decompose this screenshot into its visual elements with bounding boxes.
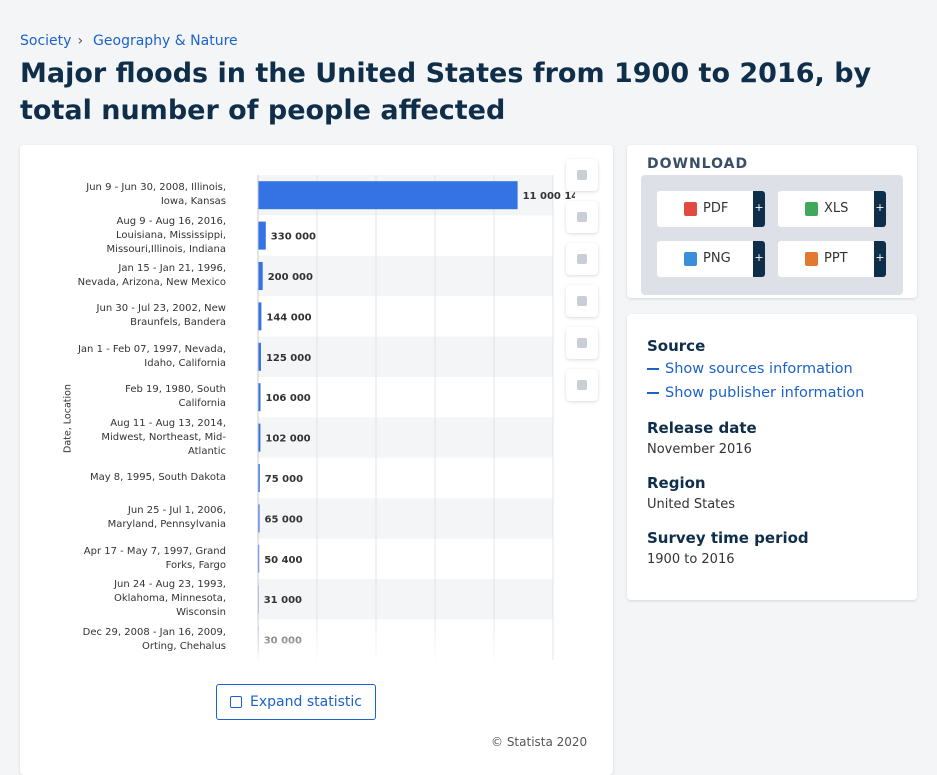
- field-value: November 2016: [647, 442, 752, 457]
- share-button[interactable]: [566, 285, 598, 317]
- format-icon: [684, 252, 697, 266]
- category-label: Feb 19, 1980, South California: [125, 384, 226, 410]
- settings-button[interactable]: [566, 243, 598, 275]
- bar: [258, 342, 261, 371]
- data-label: 102 000: [265, 434, 310, 445]
- category-label: Jun 30 - Jul 23, 2002, New Braunfels, Ba…: [96, 303, 226, 329]
- download-box: PDF + XLS + PNG + PPT +: [641, 175, 903, 295]
- page-title: Major floods in the United States from 1…: [20, 58, 872, 126]
- field-label: Release date: [647, 419, 757, 437]
- bar: [258, 221, 266, 250]
- alert-button[interactable]: [566, 201, 598, 233]
- source-heading: Source: [647, 337, 706, 355]
- data-label: 65 000: [265, 514, 303, 525]
- breadcrumb: Society › Geography & Nature: [20, 33, 238, 49]
- cite-button[interactable]: [566, 327, 598, 359]
- category-label: Aug 9 - Aug 16, 2016, Louisiana, Mississ…: [106, 215, 226, 255]
- plus: +: [874, 191, 886, 227]
- category-label: May 8, 1995, South Dakota: [89, 472, 226, 483]
- format-name: PNG: [703, 251, 731, 266]
- fade: [50, 615, 550, 661]
- data-label: 31 000: [264, 595, 302, 606]
- breadcrumb-link[interactable]: Society: [20, 33, 72, 49]
- bar: [258, 423, 261, 452]
- download-button[interactable]: XLS +: [778, 191, 886, 227]
- plus: +: [874, 241, 886, 277]
- bar: [258, 464, 260, 492]
- bar: [258, 504, 260, 533]
- bar: [258, 544, 260, 573]
- category-label: Apr 17 - May 7, 1997, Grand Forks, Fargo: [83, 545, 226, 571]
- format-icon: [684, 202, 697, 216]
- info-link[interactable]: Show sources information: [647, 361, 853, 377]
- category-label: Jun 25 - Jul 1, 2006, Maryland, Pennsylv…: [107, 505, 226, 531]
- plus: +: [753, 241, 765, 277]
- format-icon: [805, 252, 818, 266]
- data-label: 106 000: [266, 393, 311, 404]
- field-label: Survey time period: [647, 529, 809, 547]
- row-stripe: [258, 255, 553, 297]
- category-label: Jun 24 - Aug 23, 1993, Oklahoma, Minneso…: [113, 579, 226, 619]
- bar: [258, 181, 518, 210]
- download-heading: DOWNLOAD: [647, 156, 749, 172]
- copyright: © Statista 2020: [491, 735, 588, 749]
- plus: +: [753, 191, 765, 227]
- breadcrumb-separator: ›: [77, 33, 84, 49]
- format-name: XLS: [824, 201, 849, 216]
- bar: [258, 302, 262, 331]
- category-label: Dec 29, 2008 - Jan 16, 2009, Orting, Che…: [82, 626, 226, 652]
- download-button[interactable]: PNG +: [657, 241, 765, 277]
- format-name: PDF: [703, 201, 729, 216]
- format-name: PPT: [824, 251, 848, 266]
- info-card: Source Show sources information Show publ…: [627, 314, 917, 600]
- category-label: Jun 9 - Jun 30, 2008, Illinois, Iowa, Ka…: [86, 182, 226, 208]
- row-stripe: [258, 498, 553, 539]
- field-label: Region: [647, 474, 706, 492]
- download-button[interactable]: PPT +: [778, 241, 886, 277]
- download-button[interactable]: PDF +: [657, 191, 765, 227]
- bar: [258, 262, 263, 290]
- field-value: 1900 to 2016: [647, 552, 735, 567]
- bar: [258, 383, 261, 412]
- row-stripe: [258, 336, 553, 377]
- expand-button[interactable]: Expand statistic: [216, 684, 376, 720]
- download-card: DOWNLOAD PDF + XLS + PNG + PPT +: [627, 145, 917, 298]
- data-label: 11 000 148: [523, 191, 575, 202]
- info-link[interactable]: Show publisher information: [647, 385, 864, 401]
- chart: 11 000 148 330 000 200 000 144 000 125 000 10…: [257, 175, 575, 660]
- category-label: Aug 11 - Aug 13, 2014, Midwest, Northeas…: [101, 417, 226, 457]
- data-label: 50 400: [264, 555, 302, 566]
- favorite-button[interactable]: [566, 159, 598, 191]
- print-button[interactable]: [566, 369, 598, 401]
- field-value: United States: [647, 497, 736, 512]
- format-icon: [805, 202, 818, 216]
- row-stripe: [258, 579, 553, 620]
- data-label: 144 000: [266, 312, 311, 323]
- category-label: Jan 1 - Feb 07, 1997, Nevada, Idaho, Cal…: [77, 343, 226, 369]
- expand-label: Expand statistic: [250, 694, 362, 710]
- y-axis-label: Date, Location: [62, 384, 74, 453]
- row-stripe: [258, 417, 553, 458]
- breadcrumb-link[interactable]: Geography & Nature: [93, 33, 238, 49]
- data-label: 125 000: [266, 353, 311, 364]
- category-label: Jan 15 - Jan 21, 1996, Nevada, Arizona, …: [77, 263, 226, 288]
- data-label: 330 000: [271, 232, 316, 243]
- data-label: 75 000: [265, 474, 303, 485]
- data-label: 200 000: [268, 272, 313, 283]
